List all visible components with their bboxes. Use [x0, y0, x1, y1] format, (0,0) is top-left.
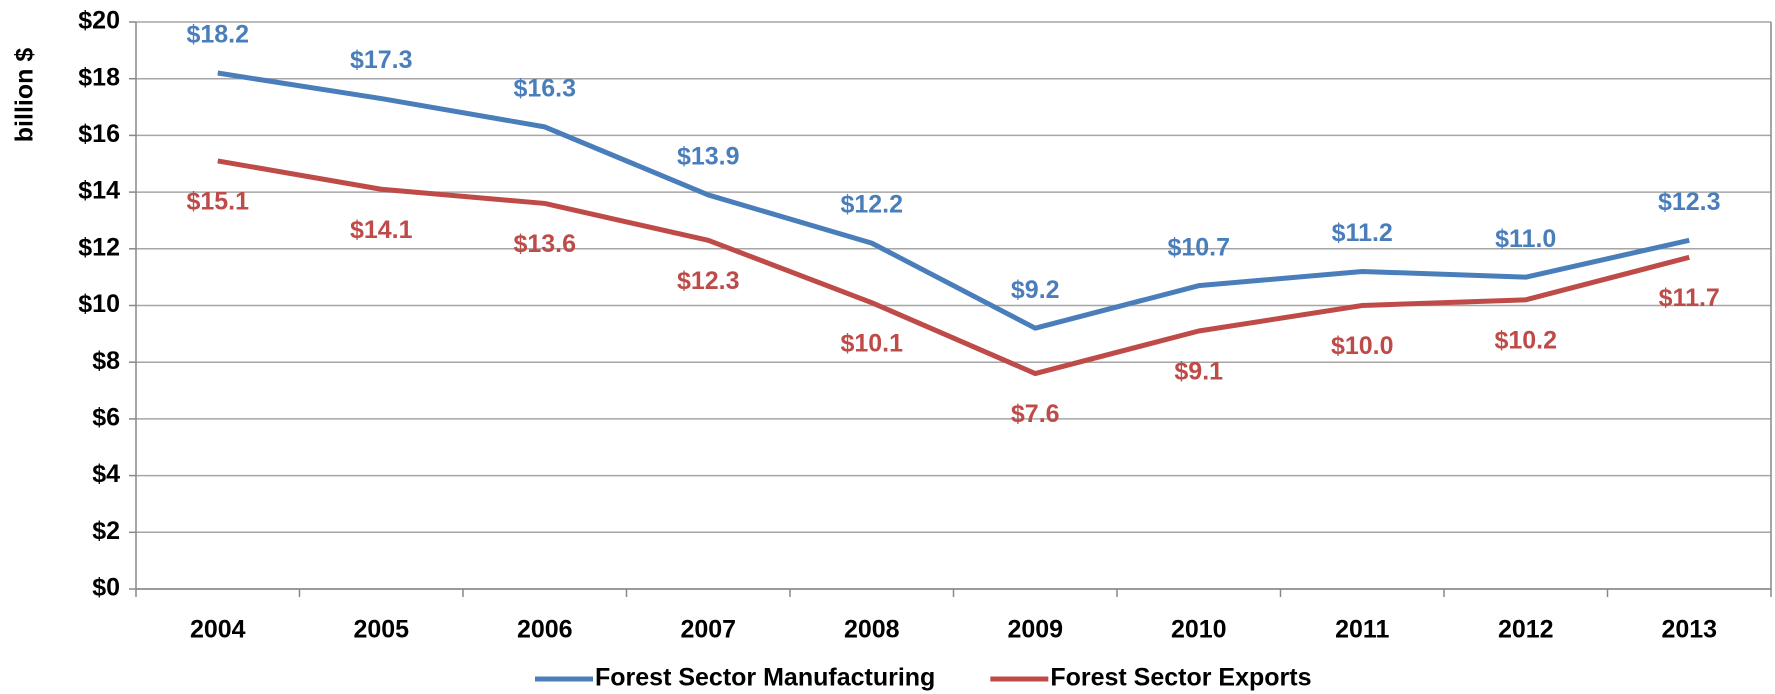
- data-label: $10.2: [1494, 326, 1557, 354]
- data-label: $18.2: [186, 21, 249, 49]
- data-label: $16.3: [513, 75, 576, 103]
- data-label: $10.7: [1167, 233, 1230, 261]
- data-label: $11.0: [1495, 225, 1556, 253]
- y-tick-label: $18: [78, 63, 120, 91]
- y-tick-label: $12: [78, 233, 120, 261]
- x-tick-label: 2006: [517, 616, 573, 644]
- data-label: $12.2: [840, 191, 903, 219]
- y-tick-label: $8: [92, 347, 120, 375]
- y-tick-label: $0: [92, 574, 120, 602]
- data-label: $12.3: [677, 267, 740, 295]
- series-line: [217, 158, 1690, 377]
- x-tick-label: 2010: [1171, 616, 1227, 644]
- y-tick-label: $20: [78, 7, 120, 35]
- x-tick-label: 2013: [1661, 616, 1717, 644]
- data-label: $9.2: [1011, 276, 1060, 304]
- y-tick-label: $4: [92, 460, 120, 488]
- data-label: $10.1: [840, 329, 903, 357]
- x-tick-label: 2007: [680, 616, 736, 644]
- series-line: [217, 70, 1690, 331]
- data-label: $13.6: [513, 230, 576, 258]
- y-tick-label: $14: [78, 177, 120, 205]
- data-label: $10.0: [1331, 332, 1394, 360]
- y-tick-label: $2: [92, 517, 120, 545]
- x-tick-label: 2011: [1335, 616, 1389, 644]
- data-label: $17.3: [350, 46, 413, 74]
- data-label: $15.1: [186, 188, 249, 216]
- y-axis-label: billion $: [11, 48, 39, 143]
- x-tick-label: 2009: [1007, 616, 1063, 644]
- y-tick-label: $16: [78, 120, 120, 148]
- x-tick-label: 2005: [353, 616, 409, 644]
- y-tick-label: $10: [78, 290, 120, 318]
- legend-label: Forest Sector Exports: [1050, 664, 1311, 692]
- data-label: $9.1: [1174, 358, 1223, 386]
- x-tick-label: 2012: [1498, 616, 1554, 644]
- x-tick-label: 2004: [190, 616, 246, 644]
- data-label: $11.7: [1659, 284, 1720, 312]
- data-label: $14.1: [350, 216, 413, 244]
- x-tick-label: 2008: [844, 616, 900, 644]
- data-label: $7.6: [1011, 400, 1060, 428]
- data-label: $13.9: [677, 143, 740, 171]
- y-tick-label: $6: [92, 404, 120, 432]
- data-label: $11.2: [1332, 219, 1393, 247]
- legend-label: Forest Sector Manufacturing: [595, 664, 935, 692]
- data-label: $12.3: [1658, 188, 1721, 216]
